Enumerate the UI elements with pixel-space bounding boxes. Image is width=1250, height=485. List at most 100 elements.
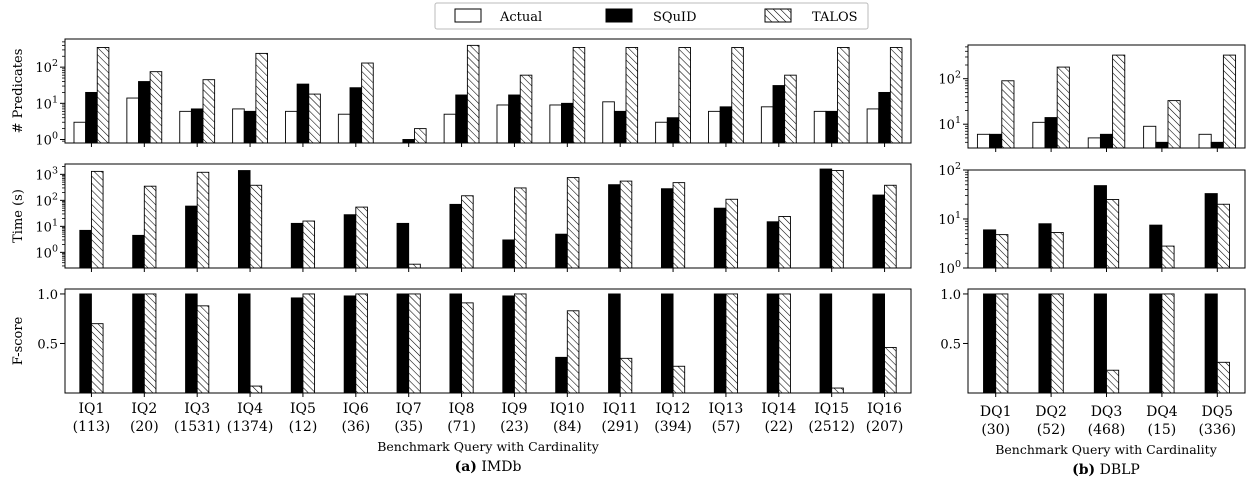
category-label-iq2: IQ2 <box>131 401 157 417</box>
y-tick-label: 101 <box>938 115 961 133</box>
cardinality-label-iq4: (1374) <box>227 419 274 435</box>
category-label-dq5: DQ5 <box>1201 404 1233 420</box>
bar-squid-iq2 <box>132 293 145 394</box>
bar-squid-iq8 <box>455 94 468 144</box>
bar-actual-iq8 <box>443 113 457 144</box>
bar-squid-iq12 <box>666 117 680 144</box>
bar-squid-iq12 <box>660 293 674 394</box>
caption-imdb: (a) IMDb <box>455 459 522 475</box>
legend-label-actual: Actual <box>499 10 542 25</box>
bar-actual-iq15 <box>813 110 827 144</box>
cardinality-label-dq2: (52) <box>1037 422 1066 438</box>
category-label-iq14: IQ14 <box>761 401 796 417</box>
category-label-dq4: DQ4 <box>1146 404 1178 420</box>
bar-squid-iq11 <box>608 293 621 394</box>
cardinality-label-iq2: (20) <box>130 419 159 435</box>
bar-squid-iq7 <box>396 222 410 269</box>
bar-talos-dq4 <box>1161 245 1175 269</box>
bar-actual-iq14 <box>760 106 774 144</box>
caption-imdb-label: (a) <box>455 459 477 475</box>
bar-squid-iq6 <box>343 295 357 394</box>
bar-talos-iq4 <box>249 184 263 269</box>
legend-swatch-talos <box>764 8 792 23</box>
bar-squid-iq4 <box>237 293 251 394</box>
legend-frame <box>434 2 869 30</box>
category-label-iq9: IQ9 <box>501 401 527 417</box>
caption-dblp-label: (b) <box>1072 462 1095 478</box>
cardinality-label-iq10: (84) <box>553 419 582 435</box>
bar-actual-iq16 <box>866 108 880 144</box>
bar-actual-iq9 <box>496 104 510 144</box>
bar-squid-iq8 <box>449 203 463 269</box>
bar-squid-iq11 <box>613 110 627 144</box>
y-tick-label: 0.5 <box>940 337 961 352</box>
bar-actual-dq3 <box>1087 137 1101 149</box>
cardinality-label-dq5: (336) <box>1198 422 1236 438</box>
bar-talos-dq3 <box>1112 54 1126 149</box>
bar-talos-iq12 <box>678 47 691 144</box>
bar-squid-iq10 <box>555 233 568 269</box>
category-label-iq15: IQ15 <box>814 401 849 417</box>
category-label-iq4: IQ4 <box>237 401 263 417</box>
bar-talos-iq10 <box>566 177 580 269</box>
legend-swatch-squid <box>605 8 633 23</box>
plot-imdb-fscore: 0.5 1.0 F-score <box>11 288 912 397</box>
bar-actual-dq2 <box>1032 121 1046 149</box>
bar-squid-iq8 <box>449 293 463 394</box>
y-tick-label: 0.5 <box>37 337 58 352</box>
bar-talos-iq16 <box>889 47 903 144</box>
bar-squid-iq6 <box>343 214 357 269</box>
bar-actual-dq5 <box>1198 133 1212 149</box>
bar-talos-iq6 <box>361 62 374 144</box>
caption-imdb-name: IMDb <box>481 459 521 475</box>
y-tick-label: 102 <box>35 191 58 209</box>
bar-squid-iq11 <box>608 184 621 269</box>
bar-squid-iq2 <box>138 81 151 144</box>
bar-squid-dq3 <box>1093 185 1107 269</box>
bar-squid-iq15 <box>819 168 833 269</box>
bar-actual-iq12 <box>655 121 668 144</box>
bar-talos-dq2 <box>1050 293 1064 394</box>
bar-talos-iq4 <box>255 52 268 144</box>
bar-talos-dq3 <box>1106 199 1120 269</box>
bar-talos-iq11 <box>625 47 639 144</box>
bar-talos-iq7 <box>408 293 421 394</box>
bar-talos-iq14 <box>778 293 791 394</box>
bar-talos-iq16 <box>884 346 897 394</box>
bar-squid-iq5 <box>296 83 310 144</box>
y-tick-label: 102 <box>938 70 961 88</box>
bar-talos-iq12 <box>672 182 686 269</box>
bar-talos-dq4 <box>1167 100 1181 149</box>
bar-squid-iq13 <box>713 207 727 269</box>
cardinality-label-dq4: (15) <box>1148 422 1177 438</box>
bar-talos-iq11 <box>619 180 633 269</box>
y-tick-label: 100 <box>35 243 58 261</box>
legend-swatch-actual <box>454 8 482 23</box>
bar-talos-iq12 <box>672 365 686 394</box>
bar-squid-dq2 <box>1044 117 1058 149</box>
bar-talos-iq1 <box>96 47 110 144</box>
bar-squid-iq6 <box>349 87 363 144</box>
y-axis-label-fscore: F-score <box>11 316 26 365</box>
bar-talos-iq5 <box>308 93 321 144</box>
y-tick-label: 101 <box>35 94 58 112</box>
y-tick-label: 1.0 <box>37 288 58 303</box>
bar-talos-iq6 <box>355 206 368 269</box>
category-label-iq5: IQ5 <box>290 401 316 417</box>
bar-talos-iq7 <box>408 263 421 269</box>
cardinality-label-dq1: (30) <box>981 422 1010 438</box>
bar-squid-dq2 <box>1038 293 1052 394</box>
bar-squid-iq14 <box>772 85 786 144</box>
bar-talos-iq5 <box>302 220 316 269</box>
bar-talos-iq10 <box>572 47 586 144</box>
bar-squid-iq13 <box>713 293 727 394</box>
category-label-iq3: IQ3 <box>184 401 210 417</box>
category-label-dq2: DQ2 <box>1035 404 1067 420</box>
cardinality-label-iq9: (23) <box>500 419 529 435</box>
bar-squid-dq4 <box>1155 141 1169 149</box>
plot-imdb-time: 100 101 102 103 Time (s) <box>11 163 912 272</box>
bar-talos-iq8 <box>461 195 474 269</box>
bar-squid-dq1 <box>983 229 997 269</box>
category-label-iq11: IQ11 <box>603 401 638 417</box>
caption-dblp-name: DBLP <box>1100 462 1140 478</box>
